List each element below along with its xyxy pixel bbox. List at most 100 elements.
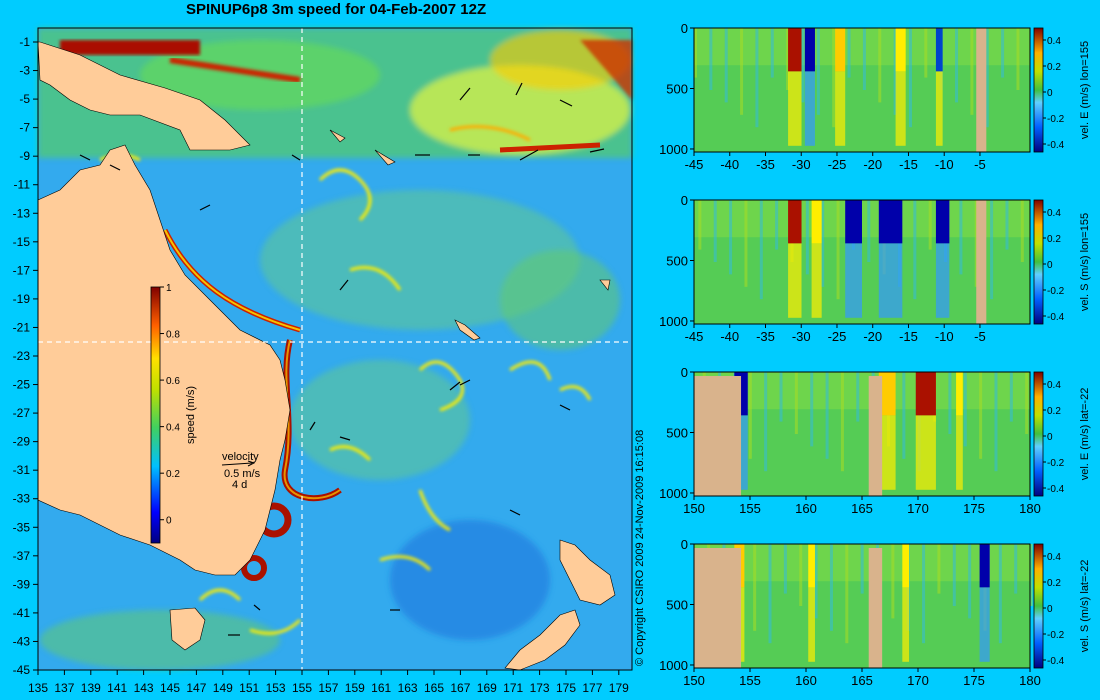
panel-colorbar-tick-label: 0.2 — [1047, 578, 1061, 589]
panel-colorbar — [1033, 371, 1044, 497]
panel-colorbar-tick-label: -0.4 — [1047, 656, 1065, 667]
map-lat-tick-label: -25 — [13, 378, 31, 392]
panel-colorbar — [1033, 199, 1044, 325]
map-lon-tick-label: 143 — [134, 681, 154, 695]
panel-x-tick-label: 150 — [683, 673, 705, 688]
panel-x-tick-label: -20 — [863, 329, 882, 344]
panel-colorbar-tick-label: 0.2 — [1047, 62, 1061, 73]
new-caledonia — [454, 319, 481, 341]
velocity-vectors — [79, 82, 605, 636]
panel-x-tick-label: -15 — [899, 329, 918, 344]
velocity-key-scale: 0.5 m/s — [224, 468, 261, 480]
colorbar-tick-label: 1 — [166, 283, 172, 294]
map-lat-tick-label: -19 — [13, 292, 31, 306]
map-lat-tick-label: -3 — [19, 64, 30, 78]
panel-x-tick-label: -30 — [792, 329, 811, 344]
map-lon-tick-label: 167 — [450, 681, 470, 695]
map-lat-tick-label: -15 — [13, 235, 31, 249]
panel-colorbar — [1033, 543, 1044, 669]
map-lat-tick-label: -17 — [13, 263, 31, 277]
map-lat-tick-label: -9 — [19, 149, 30, 163]
panel-x-tick-label: 160 — [795, 501, 817, 516]
panel-y-tick-label: 500 — [666, 81, 688, 96]
panel-colorbar-tick-label: -0.4 — [1047, 140, 1065, 151]
panel-x-tick-label: 170 — [907, 673, 929, 688]
panel-y-tick-label: 500 — [666, 597, 688, 612]
panel-y-tick-label: 1000 — [659, 486, 688, 501]
colorbar-tick-label: 0.2 — [166, 469, 180, 480]
panel-x-tick-label: -20 — [863, 157, 882, 172]
panel-colorbar-tick-label: 0.4 — [1047, 208, 1061, 219]
map-lon-tick-label: 163 — [398, 681, 418, 695]
map-lon-tick-label: 153 — [266, 681, 286, 695]
map-lat-ticks: -1 -3 -5 -7 -9 -11 -13 -15 -17 -19 -21 -23 -25 -27 -29… — [13, 35, 38, 677]
map-lat-tick-label: -27 — [13, 406, 31, 420]
map-lon-ticks: 135 137 139 141 143 145 147 149 151 153 155 157 159 1… — [28, 670, 629, 695]
map-lon-tick-label: 149 — [213, 681, 233, 695]
panel-x-tick-label: 155 — [739, 501, 761, 516]
section-panel: 0 500 1000-45 -40 -35 -30 -25 -20 -15 -10 -5 0.4 0.2… — [659, 193, 1091, 344]
map-lat-tick-label: -45 — [13, 663, 31, 677]
map-lat-tick-label: -21 — [13, 320, 31, 334]
panel-x-tick-label: 175 — [963, 673, 985, 688]
panel-y-tick-label: 0 — [681, 537, 688, 552]
colorbar-tick-label: 0.8 — [166, 330, 180, 341]
panel-colorbar-tick-label: 0.2 — [1047, 406, 1061, 417]
map-lon-tick-label: 155 — [292, 681, 312, 695]
panel-colorbar-tick-label: 0 — [1047, 260, 1053, 271]
map-lon-tick-label: 165 — [424, 681, 444, 695]
map-lon-tick-label: 175 — [556, 681, 576, 695]
panel-x-tick-label: -35 — [756, 157, 775, 172]
map-lon-tick-label: 141 — [107, 681, 127, 695]
map-lon-tick-label: 177 — [582, 681, 602, 695]
map-lat-tick-label: -31 — [13, 463, 31, 477]
page-title: SPINUP6p8 3m speed for 04-Feb-2007 12Z — [186, 1, 487, 18]
panel-colorbar-tick-label: -0.2 — [1047, 286, 1065, 297]
panel-x-tick-label: -25 — [828, 157, 847, 172]
map-lon-tick-label: 171 — [503, 681, 523, 695]
map-lat-tick-label: -11 — [14, 178, 31, 192]
panel-y-tick-label: 0 — [681, 21, 688, 36]
panel-label: vel. E (m/s) lat=-22 — [1079, 388, 1091, 481]
panel-x-tick-label: -10 — [935, 157, 954, 172]
panel-x-tick-label: 165 — [851, 501, 873, 516]
panel-x-tick-label: -15 — [899, 157, 918, 172]
panel-y-tick-label: 1000 — [659, 658, 688, 673]
panel-label: vel. E (m/s) lon=155 — [1079, 41, 1091, 139]
land-masses — [37, 41, 616, 671]
map-lon-tick-label: 137 — [54, 681, 74, 695]
panel-x-tick-label: -45 — [685, 157, 704, 172]
panel-x-tick-label: 155 — [739, 673, 761, 688]
panel-colorbar-tick-label: -0.4 — [1047, 484, 1065, 495]
panel-x-tick-label: 165 — [851, 673, 873, 688]
map-lon-tick-label: 169 — [477, 681, 497, 695]
panel-x-tick-label: 170 — [907, 501, 929, 516]
panel-x-tick-label: -30 — [792, 157, 811, 172]
map-lat-tick-label: -41 — [13, 606, 31, 620]
map-lat-tick-label: -43 — [13, 634, 31, 648]
map-lon-tick-label: 147 — [186, 681, 206, 695]
panel-y-tick-label: 0 — [681, 193, 688, 208]
panel-x-tick-label: -25 — [828, 329, 847, 344]
panel-x-tick-label: 180 — [1019, 501, 1041, 516]
velocity-key-duration: 4 d — [232, 479, 247, 491]
map-lat-tick-label: -5 — [19, 92, 30, 106]
copyright-notice: © Copyright CSIRO 2009 24-Nov-2009 16:15… — [634, 430, 646, 666]
map-lon-tick-label: 151 — [239, 681, 259, 695]
panel-colorbar-tick-label: -0.2 — [1047, 630, 1065, 641]
new-zealand-south — [504, 609, 581, 671]
panel-x-tick-label: -10 — [935, 329, 954, 344]
panel-x-tick-label: -5 — [974, 157, 986, 172]
map-lon-tick-label: 135 — [28, 681, 48, 695]
map-lon-tick-label: 179 — [609, 681, 629, 695]
panel-y-tick-label: 1000 — [659, 142, 688, 157]
panel-x-tick-label: 175 — [963, 501, 985, 516]
panel-colorbar-tick-label: 0.4 — [1047, 552, 1061, 563]
speed-colorbar: 1 0.8 0.6 0.4 0.2 0 speed (m/s) — [150, 283, 197, 544]
map-lat-tick-label: -1 — [19, 35, 30, 49]
panel-colorbar-tick-label: -0.2 — [1047, 114, 1065, 125]
panel-colorbar-tick-label: 0 — [1047, 432, 1053, 443]
